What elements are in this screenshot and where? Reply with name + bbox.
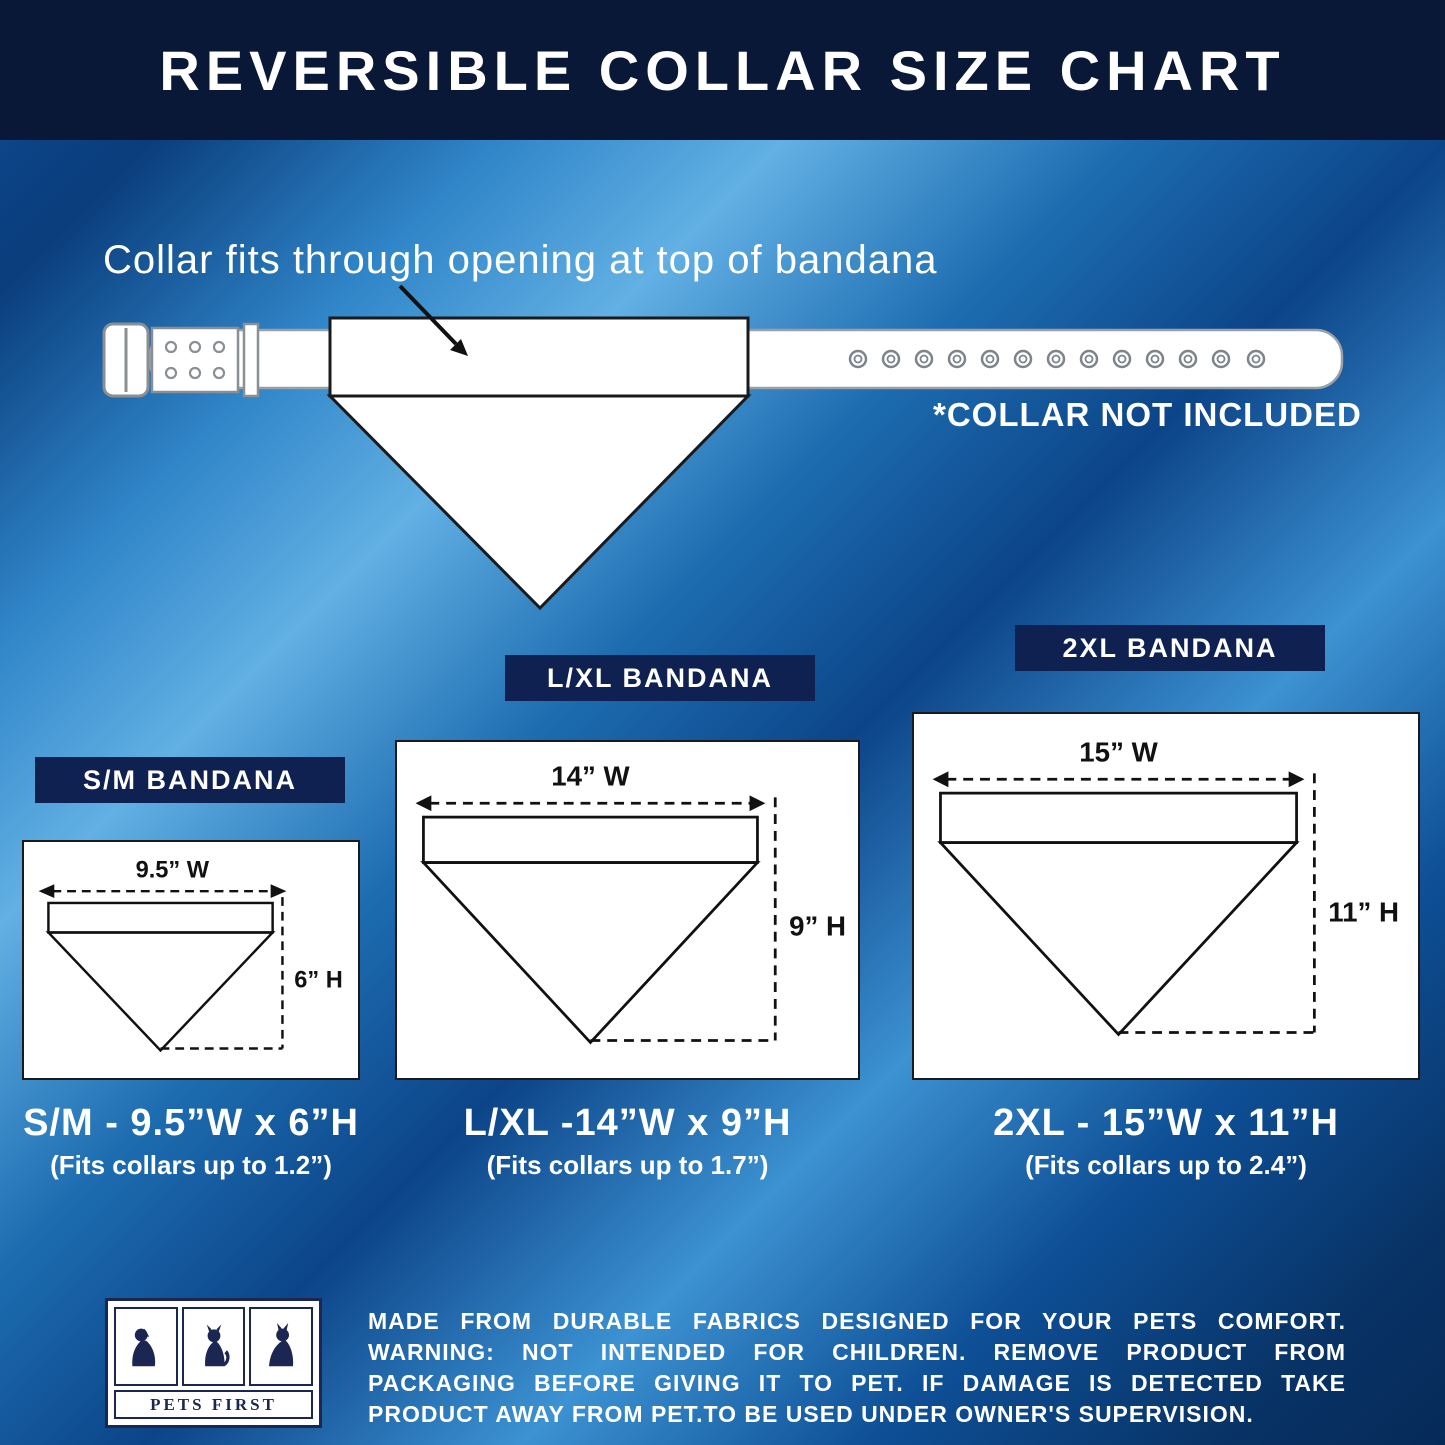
height-label-2xl: 11” H <box>1328 897 1399 928</box>
bandana-triangle-2xl <box>937 841 1300 1037</box>
pointer-arrow <box>398 284 468 356</box>
bandana-band-sm <box>47 901 274 934</box>
shepherd-silhouette-icon <box>249 1307 314 1386</box>
width-label-lxl: 14” W <box>551 760 630 791</box>
height-label-sm: 6” H <box>294 968 343 994</box>
diagram-box-2xl: 15” W 11” H <box>912 712 1420 1080</box>
arrowhead-left-lxl <box>415 795 432 812</box>
bandana-triangle-lxl <box>420 861 761 1045</box>
bandana-band-2xl <box>939 791 1298 844</box>
arrowhead-right-sm <box>270 884 287 899</box>
size-label-lxl: L/XL BANDANA <box>505 655 815 701</box>
size-label-sm-text: S/M BANDANA <box>83 764 297 795</box>
collar-eyelets <box>848 349 1266 369</box>
page-title: REVERSIBLE COLLAR SIZE CHART <box>159 38 1286 102</box>
diagram-sm: 9.5” W 6” H <box>38 857 343 1053</box>
dims-text-sm: S/M - 9.5”W x 6”H <box>23 1102 359 1144</box>
logo-wordmark: PETS FIRST <box>114 1390 313 1419</box>
diagram-box-lxl: 14” W 9” H <box>395 740 860 1080</box>
width-label-2xl: 15” W <box>1079 736 1158 767</box>
collar-caption: Collar fits through opening at top of ba… <box>103 238 938 282</box>
collar-buckle <box>102 322 260 398</box>
arrowhead-right-2xl <box>1288 771 1305 788</box>
dims-text-lxl: L/XL -14”W x 9”H <box>463 1102 792 1144</box>
arrowhead-left-2xl <box>932 771 949 788</box>
bandana-shape <box>326 316 752 611</box>
bandana-band-lxl <box>422 815 759 864</box>
logo-icons-row <box>112 1305 315 1388</box>
fits-text-2xl: (Fits collars up to 2.4”) <box>1025 1150 1307 1180</box>
diagram-box-sm: 9.5” W 6” H <box>22 840 360 1080</box>
size-label-2xl: 2XL BANDANA <box>1015 625 1325 671</box>
disclaimer-text: MADE FROM DURABLE FABRICS DESIGNED FOR Y… <box>368 1308 1346 1428</box>
pets-first-logo: PETS FIRST <box>105 1298 322 1428</box>
fits-text-lxl: (Fits collars up to 1.7”) <box>486 1150 769 1180</box>
diagram-2xl: 15” W 11” H <box>932 736 1399 1037</box>
height-label-lxl: 9” H <box>789 911 846 942</box>
arrowhead-right-lxl <box>749 795 766 812</box>
dims-text-2xl: 2XL - 15”W x 11”H <box>993 1102 1339 1144</box>
width-label-sm: 9.5” W <box>136 857 210 883</box>
dog-silhouette-icon <box>114 1307 178 1386</box>
arrowhead-left-sm <box>38 884 55 899</box>
collar-illustration <box>102 284 1344 611</box>
header-bar: REVERSIBLE COLLAR SIZE CHART <box>0 0 1445 140</box>
cat-silhouette-icon <box>181 1307 246 1386</box>
size-label-sm: S/M BANDANA <box>35 757 345 803</box>
bandana-triangle-sm <box>45 931 276 1053</box>
size-label-2xl-text: 2XL BANDANA <box>1062 632 1278 663</box>
size-label-lxl-text: L/XL BANDANA <box>547 662 773 693</box>
diagram-lxl: 14” W 9” H <box>415 760 846 1045</box>
collar-not-included-note: *COLLAR NOT INCLUDED <box>933 396 1362 433</box>
fits-text-sm: (Fits collars up to 1.2”) <box>50 1150 332 1180</box>
